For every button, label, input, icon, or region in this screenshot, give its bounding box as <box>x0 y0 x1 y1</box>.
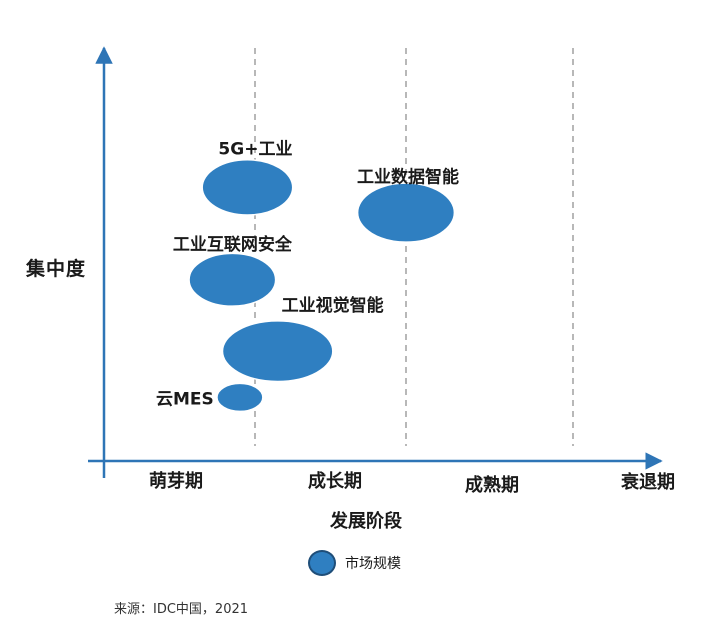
bubble <box>188 252 277 307</box>
legend: 市场规模 <box>308 550 401 576</box>
stage-tick-label: 萌芽期 <box>149 470 203 492</box>
bubble <box>356 182 456 243</box>
bubble-label: 5G+工业 <box>218 139 292 159</box>
bubble <box>216 382 264 413</box>
stage-tick-label: 衰退期 <box>620 471 675 493</box>
x-axis-title: 发展阶段 <box>330 511 402 532</box>
bubble-label: 工业数据智能 <box>357 167 459 188</box>
stage-tick-label: 成熟期 <box>465 474 519 496</box>
stage-divider-lines <box>254 48 574 446</box>
bubble-layer <box>188 159 456 413</box>
bubble-label: 工业互联网安全 <box>173 234 293 255</box>
stage-tick-labels: 萌芽期 成长期 成熟期 衰退期 <box>149 470 675 496</box>
bubble <box>201 159 294 216</box>
legend-bubble-swatch <box>308 550 336 576</box>
source-note: 来源：IDC中国，2021 <box>114 602 249 617</box>
legend-label: 市场规模 <box>345 556 401 572</box>
bubble-label: 工业视觉智能 <box>282 295 384 316</box>
bubble <box>221 320 334 383</box>
bubble-label: 云MES <box>156 389 214 409</box>
stage-tick-label: 成长期 <box>308 470 362 492</box>
y-axis-title: 集中度 <box>26 258 87 280</box>
